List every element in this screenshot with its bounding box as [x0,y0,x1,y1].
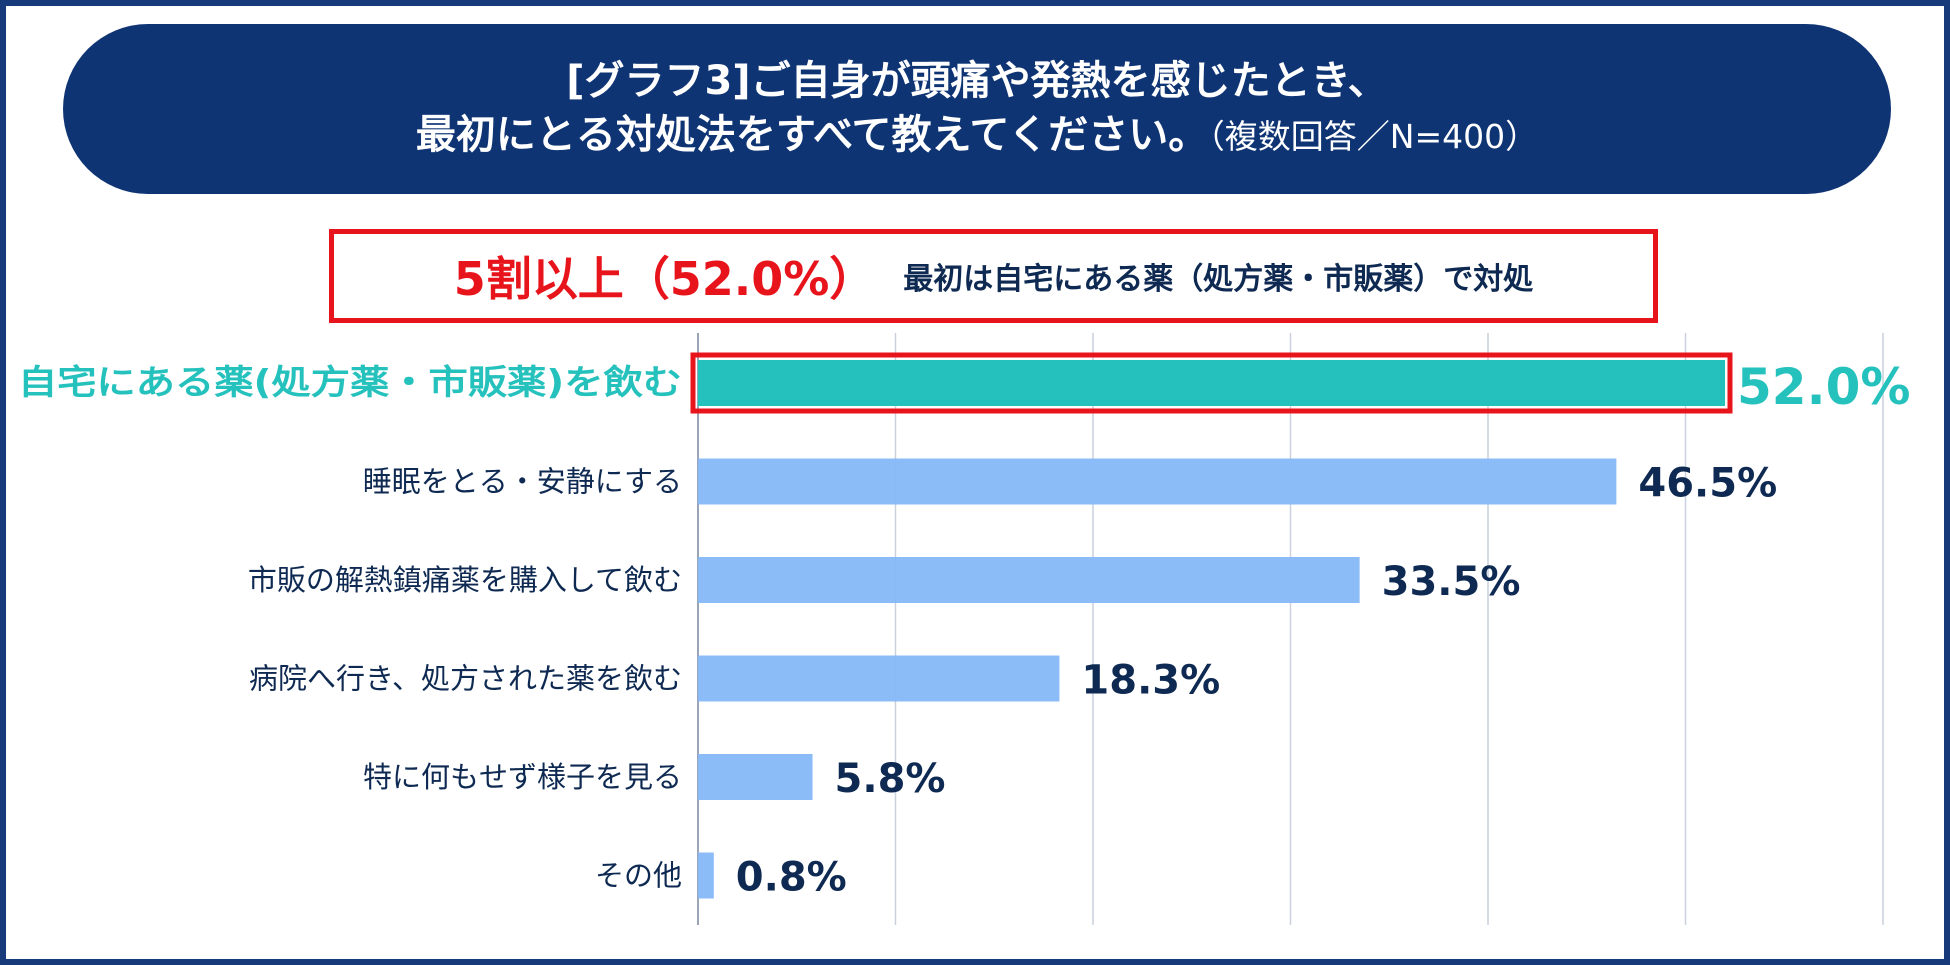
category-label: 睡眠をとる・安静にする [363,465,682,499]
bar [698,360,1725,406]
highlight-outline [690,352,1733,414]
callout-box: 5割以上（52.0%） 最初は自宅にある薬（処方薬・市販薬）で対処 [329,229,1658,323]
title-line-2: 最初にとる対処法をすべて教えてください。（複数回答／N=400） [416,108,1538,164]
data-label: 52.0% [1737,358,1910,416]
data-label: 5.8% [835,756,946,802]
title-main: 最初にとる対処法をすべて教えてください。 [415,112,1209,158]
bar [698,655,1060,702]
category-label: 自宅にある薬(処方薬・市販薬)を飲む [18,363,682,403]
callout-big-text: 5割以上（52.0%） [453,252,876,306]
category-label: 市販の解熱鎮痛薬を購入して飲む [248,563,682,597]
category-label: 病院へ行き、処方された薬を飲む [249,662,682,696]
data-label: 46.5% [1638,461,1777,507]
bar [698,754,813,800]
data-label: 18.3% [1081,658,1220,704]
bar [698,557,1360,603]
data-label: 33.5% [1382,559,1521,605]
category-label: 特に何もせず様子を見る [363,760,682,794]
bar [698,852,714,899]
title-note: （複数回答／N=400） [1208,117,1539,156]
bar [698,458,1617,505]
category-label: その他 [595,859,682,893]
title-banner: [グラフ3]ご自身が頭痛や発熱を感じたとき、 最初にとる対処法をすべて教えてくだ… [63,24,1891,194]
data-label: 0.8% [736,855,847,901]
callout-small-text: 最初は自宅にある薬（処方薬・市販薬）で対処 [903,262,1534,297]
title-line-1: [グラフ3]ご自身が頭痛や発熱を感じたとき、 [566,58,1388,104]
